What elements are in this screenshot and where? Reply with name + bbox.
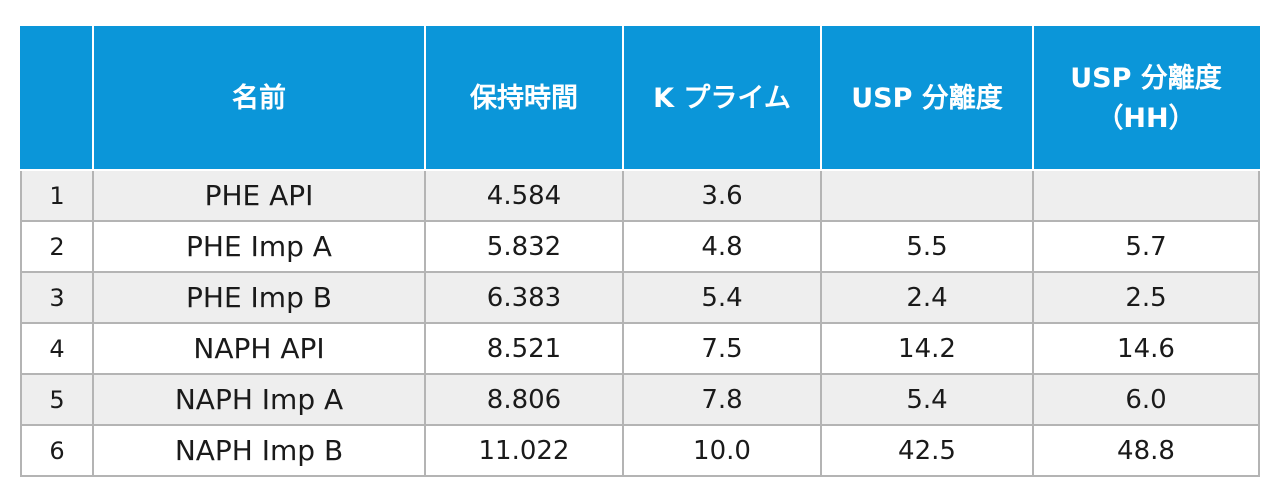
- k-prime: 10.0: [622, 424, 822, 477]
- peak-name: PHE Imp B: [92, 271, 426, 324]
- table-row: 4 NAPH API 8.521 7.5 14.2 14.6: [20, 322, 1260, 375]
- usp-resolution-hh: 5.7: [1032, 220, 1260, 273]
- usp-resolution-hh: 2.5: [1032, 271, 1260, 324]
- k-prime: 4.8: [622, 220, 822, 273]
- header-retention-time: 保持時間: [424, 26, 624, 171]
- peak-name: PHE API: [92, 169, 426, 222]
- usp-resolution-hh: [1032, 169, 1260, 222]
- usp-resolution-hh: 48.8: [1032, 424, 1260, 477]
- usp-resolution: 14.2: [820, 322, 1034, 375]
- header-usp-resolution: USP 分離度: [820, 26, 1034, 171]
- row-index: 6: [20, 424, 94, 477]
- usp-resolution: 5.5: [820, 220, 1034, 273]
- retention-time: 11.022: [424, 424, 624, 477]
- results-table-container: 名前 保持時間 K プライム USP 分離度 USP 分離度 （HH） 1 PH…: [20, 26, 1260, 477]
- row-index: 4: [20, 322, 94, 375]
- table-row: 3 PHE Imp B 6.383 5.4 2.4 2.5: [20, 271, 1260, 324]
- table-row: 5 NAPH Imp A 8.806 7.8 5.4 6.0: [20, 373, 1260, 426]
- header-name: 名前: [92, 26, 426, 171]
- retention-time: 8.521: [424, 322, 624, 375]
- header-usp-resolution-hh: USP 分離度 （HH）: [1032, 26, 1260, 171]
- table-row: 6 NAPH Imp B 11.022 10.0 42.5 48.8: [20, 424, 1260, 477]
- header-index: [20, 26, 94, 171]
- row-index: 5: [20, 373, 94, 426]
- retention-time: 8.806: [424, 373, 624, 426]
- usp-resolution: [820, 169, 1034, 222]
- k-prime: 7.8: [622, 373, 822, 426]
- header-k-prime: K プライム: [622, 26, 822, 171]
- peak-name: NAPH Imp A: [92, 373, 426, 426]
- usp-resolution-hh: 14.6: [1032, 322, 1260, 375]
- row-index: 3: [20, 271, 94, 324]
- retention-time: 4.584: [424, 169, 624, 222]
- usp-resolution: 42.5: [820, 424, 1034, 477]
- retention-time: 5.832: [424, 220, 624, 273]
- row-index: 2: [20, 220, 94, 273]
- k-prime: 7.5: [622, 322, 822, 375]
- usp-resolution: 5.4: [820, 373, 1034, 426]
- table-row: 2 PHE Imp A 5.832 4.8 5.5 5.7: [20, 220, 1260, 273]
- results-table: 名前 保持時間 K プライム USP 分離度 USP 分離度 （HH） 1 PH…: [20, 26, 1260, 477]
- table-row: 1 PHE API 4.584 3.6: [20, 169, 1260, 222]
- peak-name: NAPH API: [92, 322, 426, 375]
- row-index: 1: [20, 169, 94, 222]
- k-prime: 5.4: [622, 271, 822, 324]
- peak-name: NAPH Imp B: [92, 424, 426, 477]
- usp-resolution-hh: 6.0: [1032, 373, 1260, 426]
- retention-time: 6.383: [424, 271, 624, 324]
- peak-name: PHE Imp A: [92, 220, 426, 273]
- k-prime: 3.6: [622, 169, 822, 222]
- usp-resolution: 2.4: [820, 271, 1034, 324]
- table-header-row: 名前 保持時間 K プライム USP 分離度 USP 分離度 （HH）: [20, 26, 1260, 171]
